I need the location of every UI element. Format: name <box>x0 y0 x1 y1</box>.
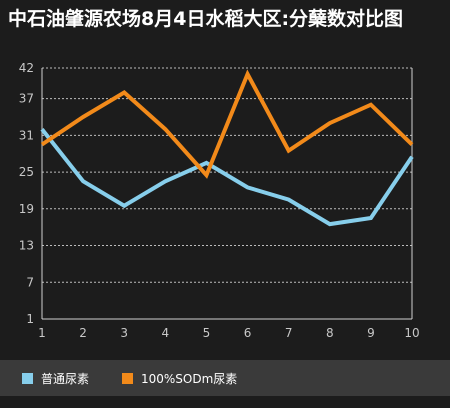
x-tick-labels: 1 2 3 4 5 6 7 8 9 10 <box>38 326 419 340</box>
y-tick-label: 37 <box>19 92 34 106</box>
x-tick-label: 7 <box>285 326 293 340</box>
y-tick-label: 1 <box>26 312 34 326</box>
grid-lines <box>42 67 412 283</box>
x-tick-label: 3 <box>120 326 128 340</box>
legend-swatch <box>22 372 33 384</box>
y-tick-label: 25 <box>19 165 34 179</box>
legend-label: 100%SODm尿素 <box>141 371 238 386</box>
y-tick-label: 42 <box>19 61 34 75</box>
x-tick-label: 9 <box>367 326 375 340</box>
y-tick-label: 31 <box>19 128 34 142</box>
x-tick-label: 6 <box>244 326 252 340</box>
series-lines <box>40 69 414 227</box>
legend-swatch <box>122 372 133 384</box>
chart-title: 中石油肇源农场8月4日水稻大区:分蘖数对比图 <box>8 8 404 30</box>
legend-item[interactable]: 普通尿素 <box>22 370 89 386</box>
y-tick-labels: 1 7 13 19 25 31 37 42 <box>19 61 34 326</box>
x-tick-label: 2 <box>79 326 87 340</box>
legend-label: 普通尿素 <box>41 371 90 386</box>
legend: 普通尿素 100%SODm尿素 <box>0 360 450 396</box>
series-line <box>40 127 414 227</box>
x-tick-label: 1 <box>38 326 46 340</box>
bottom-strip <box>0 396 450 408</box>
x-tick-label: 4 <box>162 326 170 340</box>
x-tick-label: 10 <box>404 326 419 340</box>
y-tick-label: 13 <box>19 239 34 253</box>
y-tick-label: 7 <box>26 275 34 289</box>
y-tick-label: 19 <box>19 202 34 216</box>
legend-item[interactable]: 100%SODm尿素 <box>122 370 237 386</box>
axes <box>41 68 413 320</box>
line-chart: 1 7 13 19 25 31 37 42 1 2 3 4 5 6 7 8 9 10 <box>19 61 420 340</box>
x-tick-label: 5 <box>203 326 211 340</box>
series-line <box>40 69 414 179</box>
x-tick-label: 8 <box>326 326 334 340</box>
